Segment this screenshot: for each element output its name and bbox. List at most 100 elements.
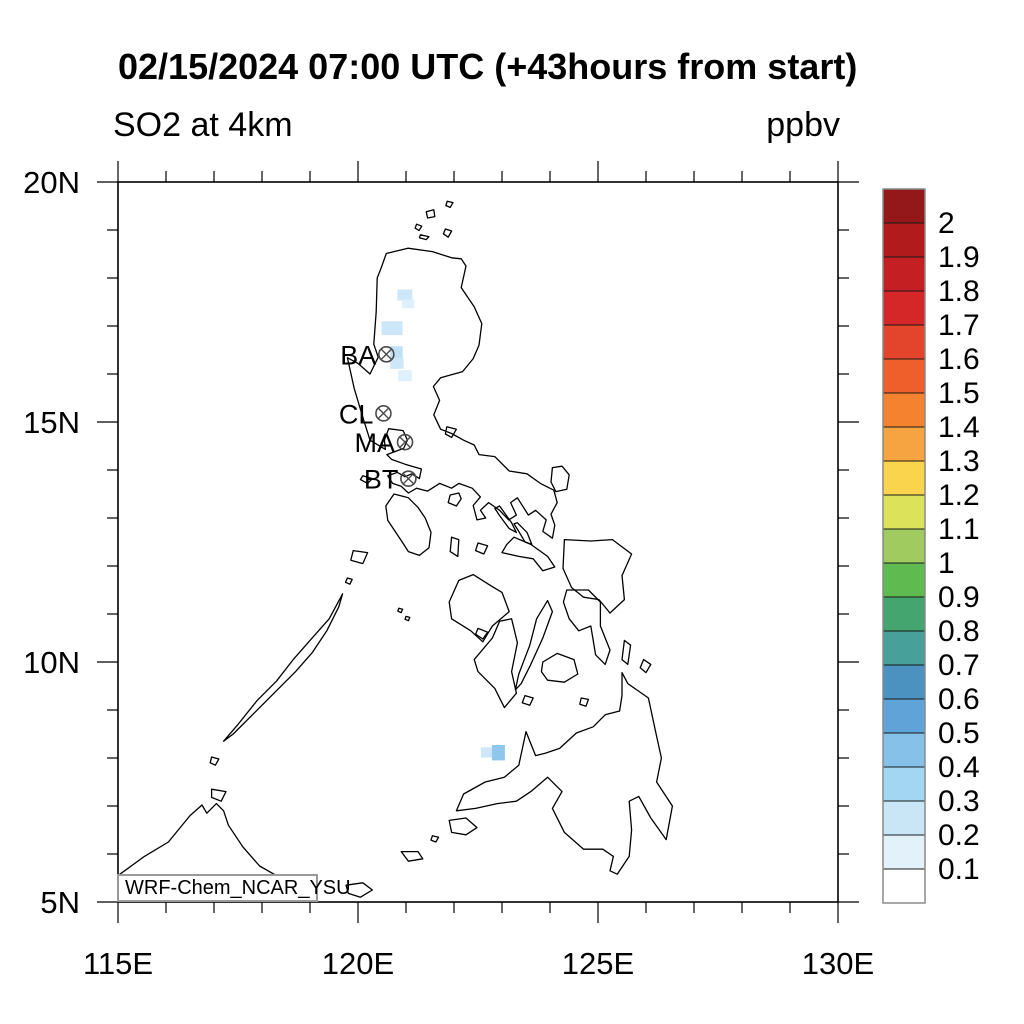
coastline-banggi [210, 788, 227, 802]
colorbar-label: 0.9 [938, 581, 980, 614]
colorbar-label: 1.2 [938, 479, 980, 512]
coastline-dinagat [621, 639, 632, 666]
colorbar-segment [882, 222, 926, 258]
station-label: BA [340, 340, 376, 370]
coastline-palawan [222, 593, 344, 742]
colorbar-label: 1.6 [938, 343, 980, 376]
colorbar-segment [882, 834, 926, 870]
coastline-panay [448, 573, 510, 643]
so2-cell [398, 370, 412, 382]
coastline-luzon [346, 247, 558, 539]
colorbar-segment [882, 630, 926, 666]
coastline-sulu-islet-1 [430, 835, 440, 843]
coastline-calayan [425, 209, 436, 219]
colorbar-label: 1.7 [938, 309, 980, 342]
coastline-tablas [449, 536, 460, 558]
coastline-guimaras [474, 627, 489, 640]
station-ba: BA [340, 340, 395, 370]
colorbar-label: 1.1 [938, 513, 980, 546]
colorbar-label: 1.8 [938, 275, 980, 308]
coastline-ticao [513, 522, 533, 546]
colorbar-label: 0.4 [938, 751, 980, 784]
coastline-dalupiri [414, 223, 423, 232]
model-label: WRF-Chem_NCAR_YSU [117, 874, 351, 902]
coastline-camiguin [579, 697, 590, 707]
colorbar-segment [882, 290, 926, 326]
colorbar-segment [882, 698, 926, 734]
colorbar-label: 0.2 [938, 819, 980, 852]
x-tick-label: 125E [562, 946, 634, 981]
coastline-cebu [514, 599, 554, 691]
station-marker-icon [400, 470, 417, 487]
colorbar-segment [882, 528, 926, 564]
station-marker-cross [380, 348, 393, 361]
colorbar-segment [882, 732, 926, 768]
so2-cell [390, 358, 404, 369]
station-marker-cross [399, 436, 411, 448]
y-tick-label: 15N [23, 405, 80, 440]
station-label: CL [339, 399, 374, 429]
coastline-leyte [562, 589, 611, 666]
y-tick-label: 5N [40, 885, 80, 920]
colorbar-segment [882, 188, 926, 224]
station-marker-icon [378, 346, 395, 363]
colorbar-segment [882, 800, 926, 836]
so2-cell [491, 745, 505, 761]
colorbar-label: 1.3 [938, 445, 980, 478]
field-label: SO2 at 4km [113, 106, 293, 144]
colorbar-label: 1 [938, 547, 955, 580]
colorbar-label: 0.6 [938, 683, 980, 716]
colorbar-segment [882, 460, 926, 496]
colorbar-label: 0.1 [938, 853, 980, 886]
coastline-polillo [444, 426, 458, 439]
colorbar-segment [882, 426, 926, 462]
figure-title: 02/15/2024 07:00 UTC (+43hours from star… [118, 46, 858, 87]
units-label: ppbv [766, 106, 840, 144]
so2-cell [381, 321, 403, 336]
station-cl: CL [339, 399, 392, 429]
coastline-burias [494, 505, 518, 534]
coastline-siquijor [521, 694, 534, 706]
coastline-marinduque [447, 492, 462, 507]
y-tick-label: 10N [23, 645, 80, 680]
coastline-sibuyan [474, 542, 489, 555]
colorbar-label: 2 [938, 207, 955, 240]
coastline-cuyo-1 [397, 607, 404, 614]
colorbar-label: 1.5 [938, 377, 980, 410]
coastline-fuga [418, 234, 430, 241]
station-marker-cross [402, 472, 415, 485]
station-ma: MA [355, 428, 414, 458]
colorbar-segment [882, 324, 926, 360]
coastline-camiguin-norte [442, 228, 453, 238]
coastline-mindoro [385, 493, 432, 557]
x-tick-label: 130E [802, 946, 874, 981]
coastline-el-nido-islet [344, 577, 353, 585]
coastline-balabac [209, 756, 220, 766]
station-label: BT [364, 465, 399, 495]
colorbar-segment [882, 766, 926, 802]
colorbar-label: 1.9 [938, 241, 980, 274]
colorbar-label: 0.5 [938, 717, 980, 750]
colorbar-segment [882, 256, 926, 292]
colorbar-segment [882, 868, 926, 904]
coastline-negros [473, 618, 519, 709]
coastline-samar [562, 538, 633, 614]
coastline-busuanga [350, 549, 369, 565]
so2-cell [402, 299, 415, 309]
colorbar-segment [882, 562, 926, 598]
so2-cell [480, 747, 493, 758]
map-layer [118, 200, 674, 902]
coastline-catanduanes [550, 465, 570, 493]
colorbar-label: 1.4 [938, 411, 980, 444]
colorbar-segment [882, 494, 926, 530]
coastline-masbate [501, 536, 556, 572]
map-frame [117, 181, 839, 903]
colorbar-segment [882, 596, 926, 632]
colorbar-label: 0.7 [938, 649, 980, 682]
station-label: MA [355, 428, 396, 458]
coastline-mindanao [455, 671, 674, 875]
coastline-lubang [359, 475, 374, 485]
station-bt: BT [364, 465, 417, 495]
coastline-siargao [639, 658, 652, 674]
